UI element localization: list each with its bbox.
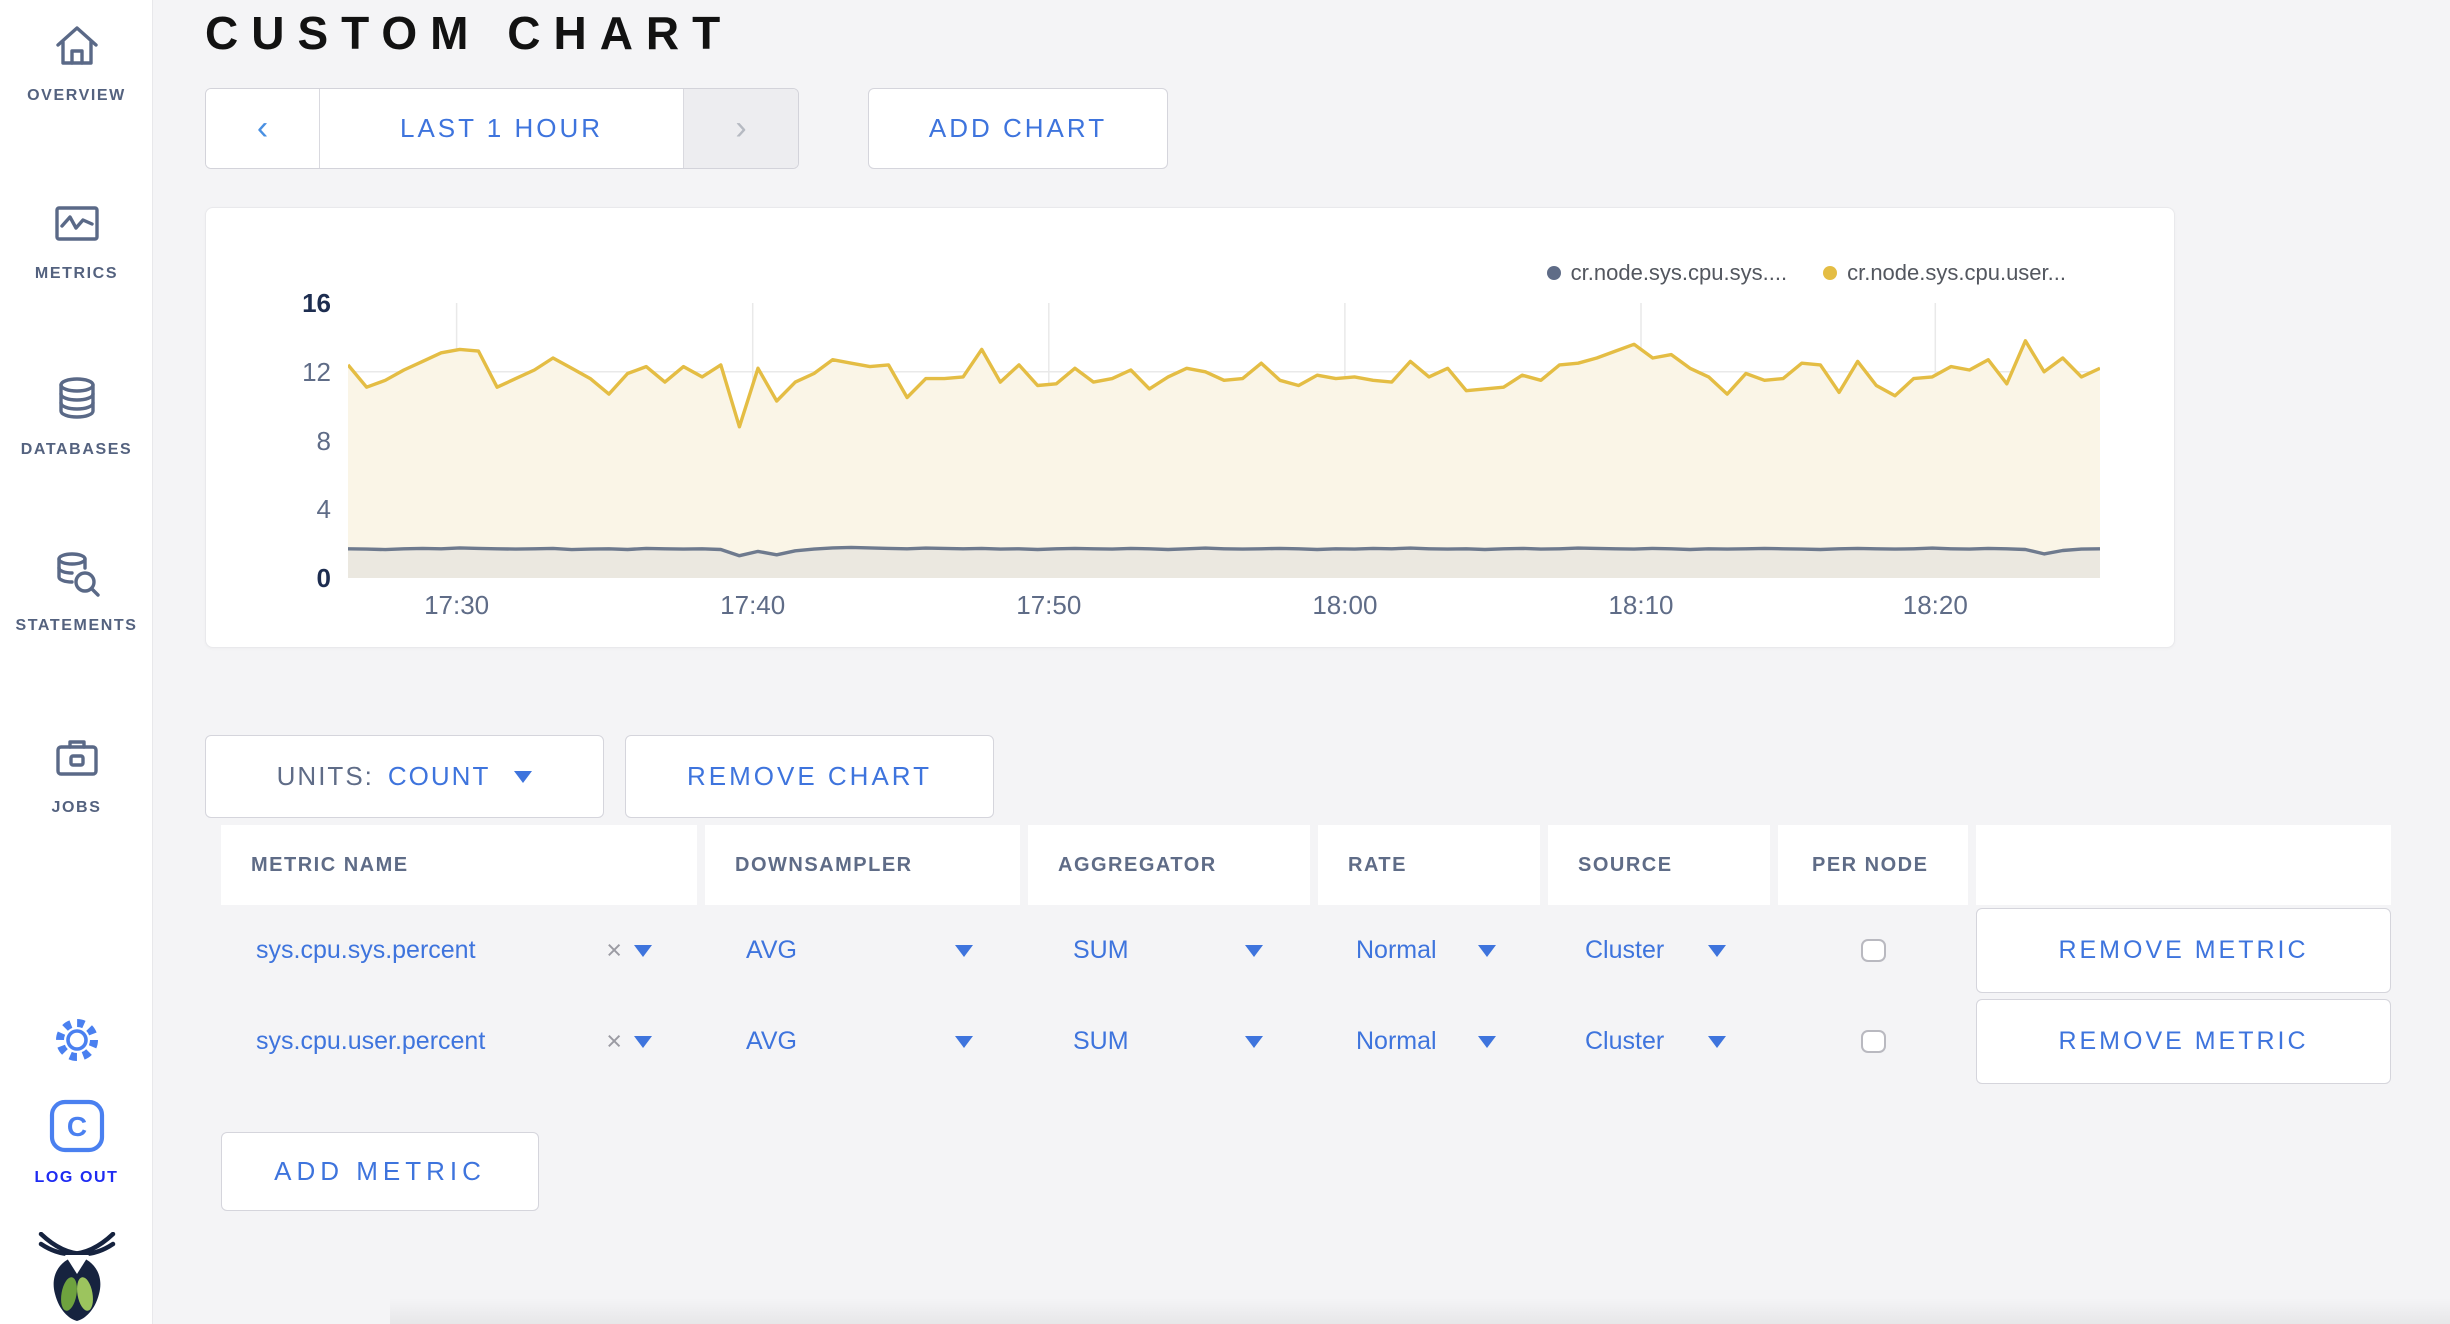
units-label: UNITS: bbox=[276, 761, 374, 791]
column-header-aggregator: AGGREGATOR bbox=[1028, 825, 1310, 905]
caret-down-icon bbox=[955, 944, 973, 957]
y-axis-tick: 12 bbox=[302, 356, 331, 387]
y-axis-labels: 0 4 8 12 16 bbox=[206, 288, 331, 593]
rate-dropdown[interactable]: Normal bbox=[1318, 936, 1540, 965]
source-dropdown[interactable]: Cluster bbox=[1548, 1027, 1770, 1056]
sidebar-item-overview[interactable]: OVERVIEW bbox=[0, 18, 153, 105]
units-dropdown[interactable]: UNITS: COUNT bbox=[205, 735, 604, 818]
sidebar-logout[interactable]: C LOG OUT bbox=[0, 1098, 153, 1187]
page-bottom-shadow bbox=[390, 1298, 2450, 1324]
clear-metric-icon[interactable]: × bbox=[606, 935, 622, 965]
metrics-table: METRIC NAME DOWNSAMPLER AGGREGATOR RATE … bbox=[221, 825, 2391, 1087]
sidebar-item-label: OVERVIEW bbox=[27, 87, 126, 104]
sidebar-item-databases[interactable]: DATABASES bbox=[0, 372, 153, 459]
time-window-selector: ‹ LAST 1 HOUR › bbox=[205, 88, 799, 169]
cockroach-logo bbox=[37, 1231, 117, 1324]
column-header-rate: RATE bbox=[1318, 825, 1540, 905]
chart-legend: cr.node.sys.cpu.sys.... cr.node.sys.cpu.… bbox=[1546, 260, 2066, 286]
caret-down-icon bbox=[634, 944, 652, 957]
time-window-dropdown[interactable]: LAST 1 HOUR bbox=[320, 89, 684, 168]
remove-metric-button[interactable]: REMOVE METRIC bbox=[1976, 908, 2391, 993]
sidebar-item-label: METRICS bbox=[34, 265, 119, 282]
downsampler-dropdown[interactable]: AVG bbox=[705, 1027, 1020, 1056]
svg-text:C: C bbox=[66, 1111, 86, 1142]
table-row: sys.cpu.user.percent × AVG SUM Normal bbox=[221, 996, 2391, 1087]
x-axis-tick: 17:40 bbox=[720, 590, 786, 620]
sidebar-item-metrics[interactable]: METRICS bbox=[0, 196, 153, 283]
metric-name-dropdown[interactable]: sys.cpu.user.percent × bbox=[221, 1026, 697, 1057]
metric-name-dropdown[interactable]: sys.cpu.sys.percent × bbox=[221, 935, 697, 966]
aggregator-dropdown[interactable]: SUM bbox=[1028, 936, 1310, 965]
add-chart-button[interactable]: ADD CHART bbox=[868, 88, 1168, 169]
caret-down-icon bbox=[1478, 1035, 1496, 1048]
legend-item[interactable]: cr.node.sys.cpu.user... bbox=[1823, 260, 2066, 286]
add-metric-button[interactable]: ADD METRIC bbox=[221, 1132, 539, 1211]
legend-dot-user bbox=[1823, 266, 1838, 280]
clear-metric-icon[interactable]: × bbox=[606, 1026, 622, 1056]
y-axis-tick: 16 bbox=[302, 288, 331, 318]
legend-item[interactable]: cr.node.sys.cpu.sys.... bbox=[1546, 260, 1787, 286]
per-node-checkbox[interactable] bbox=[1860, 1030, 1886, 1053]
sidebar-item-label: JOBS bbox=[51, 799, 102, 816]
time-window-next-button[interactable]: › bbox=[684, 89, 798, 168]
home-icon bbox=[50, 18, 104, 77]
jobs-icon bbox=[50, 730, 104, 789]
caret-down-icon bbox=[514, 770, 533, 783]
x-axis-labels: 17:30 17:40 17:50 18:00 18:10 18:20 bbox=[348, 590, 2100, 624]
table-header-row: METRIC NAME DOWNSAMPLER AGGREGATOR RATE … bbox=[221, 825, 2391, 905]
units-value: COUNT bbox=[387, 761, 491, 791]
y-axis-tick: 4 bbox=[316, 494, 331, 525]
table-row: sys.cpu.sys.percent × AVG SUM Normal bbox=[221, 905, 2391, 996]
x-axis-tick: 18:00 bbox=[1312, 590, 1378, 620]
column-header-downsampler: DOWNSAMPLER bbox=[705, 825, 1020, 905]
sidebar-logo[interactable] bbox=[0, 1231, 153, 1324]
source-dropdown[interactable]: Cluster bbox=[1548, 936, 1770, 965]
rate-dropdown[interactable]: Normal bbox=[1318, 1027, 1540, 1056]
downsampler-dropdown[interactable]: AVG bbox=[705, 936, 1020, 965]
column-header-source: SOURCE bbox=[1548, 825, 1770, 905]
column-header-actions bbox=[1976, 825, 2391, 905]
per-node-checkbox[interactable] bbox=[1860, 939, 1886, 962]
metrics-icon bbox=[50, 196, 104, 255]
x-axis-tick: 18:10 bbox=[1608, 590, 1674, 620]
sidebar-item-label: STATEMENTS bbox=[15, 617, 138, 634]
y-axis-tick: 0 bbox=[316, 563, 331, 593]
sidebar-item-jobs[interactable]: JOBS bbox=[0, 730, 153, 817]
caret-down-icon bbox=[1708, 944, 1726, 957]
remove-metric-button[interactable]: REMOVE METRIC bbox=[1976, 999, 2391, 1084]
sidebar-item-statements[interactable]: STATEMENTS bbox=[0, 548, 153, 635]
column-header-metric-name: METRIC NAME bbox=[221, 825, 697, 905]
caret-down-icon bbox=[1245, 944, 1263, 957]
x-axis-tick: 17:50 bbox=[1016, 590, 1082, 620]
caret-down-icon bbox=[1478, 944, 1496, 957]
x-axis-tick: 18:20 bbox=[1902, 590, 1968, 620]
x-axis-tick: 17:30 bbox=[424, 590, 490, 620]
aggregator-dropdown[interactable]: SUM bbox=[1028, 1027, 1310, 1056]
gear-icon bbox=[49, 1012, 105, 1073]
y-axis-tick: 8 bbox=[316, 425, 331, 456]
sidebar-settings[interactable] bbox=[0, 1012, 153, 1073]
statements-icon bbox=[50, 548, 104, 607]
database-icon bbox=[50, 372, 104, 431]
sidebar: OVERVIEW METRICS DATABASES bbox=[0, 0, 153, 1324]
caret-down-icon bbox=[1708, 1035, 1726, 1048]
legend-dot-sys bbox=[1546, 266, 1561, 280]
sidebar-item-label: DATABASES bbox=[20, 441, 133, 458]
time-window-prev-button[interactable]: ‹ bbox=[206, 89, 320, 168]
caret-down-icon bbox=[1245, 1035, 1263, 1048]
caret-down-icon bbox=[955, 1035, 973, 1048]
cockroach-c-icon: C bbox=[48, 1098, 106, 1159]
remove-chart-button[interactable]: REMOVE CHART bbox=[625, 735, 994, 818]
line-chart-plot[interactable] bbox=[348, 303, 2100, 578]
column-header-per-node: PER NODE bbox=[1778, 825, 1968, 905]
page-title: CUSTOM CHART bbox=[205, 7, 734, 59]
logout-label: LOG OUT bbox=[34, 1169, 119, 1186]
caret-down-icon bbox=[634, 1035, 652, 1048]
chart-card: cr.node.sys.cpu.sys.... cr.node.sys.cpu.… bbox=[205, 207, 2175, 648]
